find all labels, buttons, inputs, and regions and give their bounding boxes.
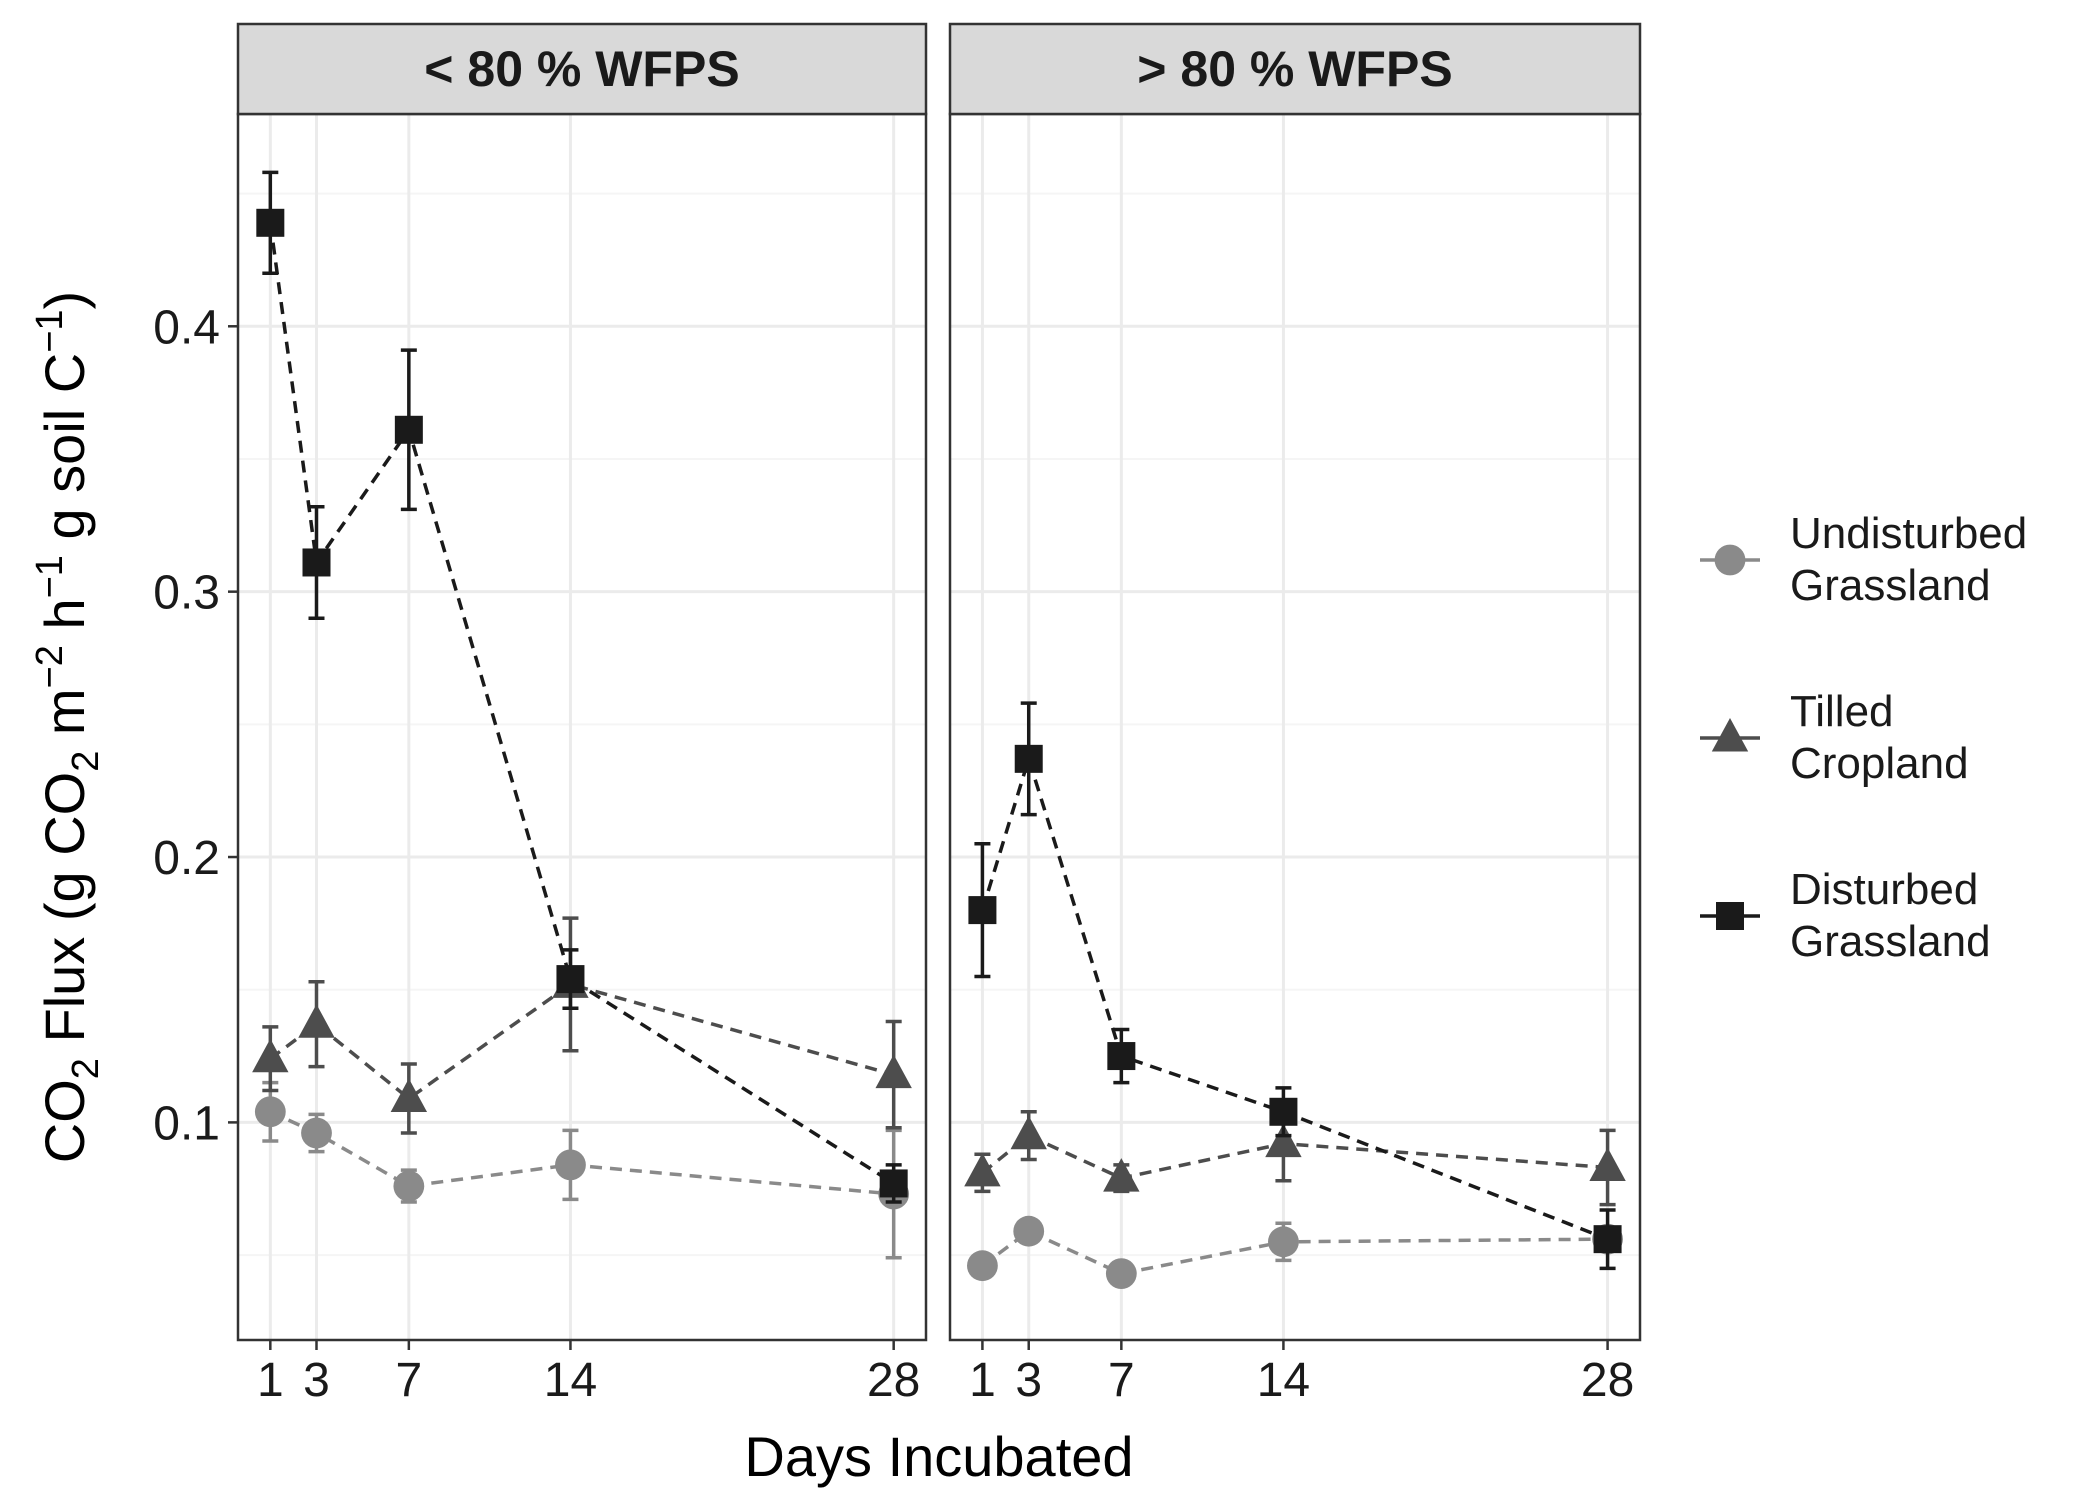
data-point-tilled	[252, 1038, 289, 1073]
y-tick-label: 0.2	[153, 832, 220, 885]
data-point-disturbed	[1269, 1097, 1298, 1126]
panel-background	[950, 114, 1640, 1340]
series-line-tilled	[269, 982, 895, 1101]
data-point-disturbed	[968, 896, 997, 925]
data-point-disturbed	[1593, 1225, 1622, 1254]
y-axis-title: CO2 Flux (g CO2 m−2 h−1 g soil C−1)	[29, 291, 107, 1163]
data-point-undisturbed	[967, 1250, 998, 1282]
data-point-tilled	[1103, 1158, 1140, 1192]
x-tick-label: 28	[1581, 1354, 1634, 1407]
data-point-undisturbed	[1013, 1215, 1045, 1247]
data-point-undisturbed	[1105, 1258, 1137, 1290]
data-point-disturbed	[394, 415, 423, 444]
facet-panel-2: > 80 % WFPS 1 3 7 14 28	[948, 22, 1642, 1407]
facet-panel-1: < 80 % WFPS 1 3 7 14 28	[236, 22, 928, 1407]
series-line-undisturbed	[269, 1110, 894, 1196]
data-point-disturbed	[256, 208, 285, 237]
x-tick-label: 1	[969, 1354, 996, 1407]
x-axis-title: Days Incubated	[744, 1425, 1133, 1488]
x-tick-label: 7	[1108, 1354, 1135, 1407]
series-disturbed	[968, 701, 1622, 1271]
facet-strip	[948, 22, 1642, 116]
panel-background	[238, 114, 926, 1340]
facet-strip-label: < 80 % WFPS	[424, 41, 739, 97]
legend-label-line: Grassland	[1790, 561, 1991, 610]
data-point-tilled	[1589, 1147, 1626, 1182]
y-tick-label: 0.4	[153, 301, 220, 354]
legend-label-line: Undisturbed	[1790, 509, 2027, 558]
data-point-disturbed	[1014, 744, 1043, 773]
x-tick-label: 14	[544, 1354, 597, 1407]
data-point-disturbed	[302, 548, 331, 577]
data-point-tilled	[1265, 1123, 1302, 1158]
data-point-tilled	[964, 1152, 1001, 1187]
facet-strip-label: > 80 % WFPS	[1137, 41, 1452, 97]
legend-label-line: Disturbed	[1790, 865, 1978, 914]
legend-key-marker	[1716, 902, 1744, 930]
legend-key-marker	[1711, 718, 1749, 752]
data-point-tilled	[875, 1054, 912, 1089]
series-tilled	[964, 1104, 1626, 1207]
legend-label-line: Tilled	[1790, 687, 1894, 736]
data-point-tilled	[298, 1004, 335, 1038]
y-tick-label: 0.3	[153, 567, 220, 620]
data-point-tilled	[1010, 1115, 1047, 1150]
data-point-undisturbed	[1268, 1226, 1299, 1258]
legend: UndisturbedGrasslandTilledCroplandDistur…	[1700, 509, 2027, 966]
facet-strip	[236, 22, 928, 116]
data-point-disturbed	[879, 1169, 908, 1198]
series-disturbed	[256, 170, 908, 1204]
x-tick-label: 3	[1015, 1354, 1042, 1407]
x-tick-label: 3	[303, 1354, 330, 1407]
x-tick-label: 14	[1257, 1354, 1310, 1407]
y-tick-label: 0.1	[153, 1097, 220, 1150]
data-point-undisturbed	[555, 1149, 586, 1181]
x-tick-label: 28	[867, 1354, 920, 1407]
data-point-undisturbed	[393, 1170, 425, 1202]
y-axis: 0.1 0.2 0.3 0.4	[153, 301, 238, 1150]
x-tick-label: 1	[257, 1354, 284, 1407]
data-point-undisturbed	[254, 1096, 286, 1128]
data-point-tilled	[390, 1078, 428, 1113]
legend-key-marker	[1714, 544, 1746, 576]
data-point-undisturbed	[301, 1117, 332, 1149]
x-tick-label: 7	[395, 1354, 422, 1407]
data-point-disturbed	[1107, 1042, 1136, 1071]
legend-label-line: Grassland	[1790, 917, 1991, 966]
data-point-disturbed	[556, 965, 585, 994]
legend-label-line: Cropland	[1790, 739, 1969, 788]
